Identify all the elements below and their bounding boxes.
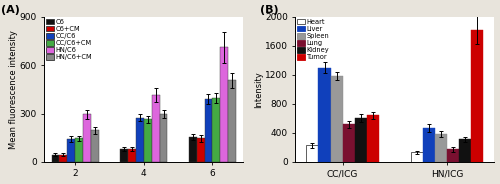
Bar [91,130,99,162]
Legend: Heart, Liver, Spleen, Lung, Kidney, Tumor: Heart, Liver, Spleen, Lung, Kidney, Tumo… [297,18,330,61]
Bar [220,47,228,162]
Bar [460,139,471,162]
Bar [160,114,168,162]
Bar [189,137,196,162]
Bar [83,114,91,162]
Bar [204,99,212,162]
Bar [75,138,83,162]
Bar [342,124,354,162]
Bar [436,134,448,162]
Bar [136,118,144,162]
Bar [411,152,423,162]
Bar [366,115,378,162]
Text: (A): (A) [0,5,20,15]
Bar [318,68,330,162]
Bar [196,138,204,162]
Bar [52,155,60,162]
Bar [306,145,318,162]
Bar [330,76,342,162]
Bar [152,95,160,162]
Y-axis label: Mean fluorescence intensity: Mean fluorescence intensity [9,30,18,149]
Bar [228,80,236,162]
Bar [144,119,152,162]
Bar [212,98,220,162]
Y-axis label: Intensity: Intensity [254,71,264,108]
Bar [60,155,68,162]
Bar [472,30,484,162]
Bar [423,128,436,162]
Legend: C6, C6+CM, CC/C6, CC/C6+CM, HN/C6, HN/C6+CM: C6, C6+CM, CC/C6, CC/C6+CM, HN/C6, HN/C6… [46,18,93,61]
Bar [354,118,366,162]
Bar [448,149,460,162]
Text: (B): (B) [260,5,278,15]
Bar [128,149,136,162]
Bar [68,139,75,162]
Bar [120,149,128,162]
